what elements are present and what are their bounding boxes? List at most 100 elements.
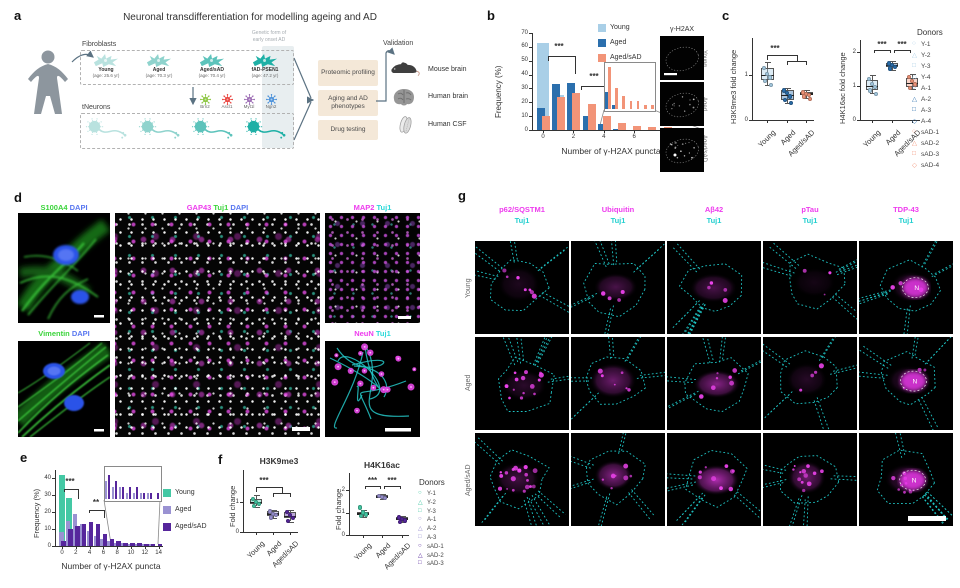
c-donors-title: Donors <box>917 28 943 37</box>
f-h3k9me3-point-Aged-3 <box>269 515 274 520</box>
f-h3k9me3-point-Aged/sAD-1 <box>288 513 293 518</box>
e-hist-inset-bar-1-10 <box>126 493 129 499</box>
c-h4k16ac-sig-label-1: *** <box>897 40 907 49</box>
b-hist-y-tick-label-20: 20 <box>521 98 528 105</box>
b-hist-x-axis <box>532 130 702 131</box>
e-hist-y-tick-label-40: 40 <box>44 474 51 481</box>
c-h3k9me3-sig-fork <box>787 61 806 62</box>
f-h3k9me3-sig-legL <box>256 487 257 492</box>
e-hist-sig-legR-0 <box>78 489 79 499</box>
b-hist-y-tick-label-10: 10 <box>521 112 528 119</box>
e-hist-sig-label-0: *** <box>65 477 75 486</box>
b-hist-inset-bar-2-5 <box>615 88 618 109</box>
c-h4k16ac-cap-bot-Aged <box>889 69 896 71</box>
f-h4k16ac-sig-lA-0 <box>365 486 366 489</box>
c-h3k9me3-x-tick-Young <box>767 120 768 123</box>
f-h3k9me3-point-Aged/sAD-2 <box>291 516 296 521</box>
e-hist-x-tick-14 <box>158 546 160 549</box>
f-h4k16ac-point-Young-3 <box>359 513 364 519</box>
f-h4k16ac-y-tick-label-0: 0 <box>341 531 345 538</box>
c-h3k9me3-point-Aged/sAD-4 <box>808 96 813 101</box>
c-h3k9me3-point-Aged-2 <box>788 94 793 99</box>
d-image-gap43-network <box>115 213 320 437</box>
c-donor-marker-A-4: ◇ <box>912 118 917 125</box>
f-donor-marker-Y-3: □ <box>418 507 422 514</box>
e-hist-x-tick-4 <box>89 546 91 549</box>
panel-label-e: e <box>20 450 28 465</box>
c-h4k16ac-y-tick-1 <box>857 86 860 87</box>
b-hist-inset-bar-1-4 <box>605 92 608 109</box>
g-col-header-tuj1-0: Tuj1 <box>514 216 530 225</box>
b-hist-y-tick-label-50: 50 <box>521 57 528 64</box>
c-h4k16ac-point-Aged/sAD-2 <box>913 82 918 87</box>
fibroblast-group-age-1: (age: 70.3 yr) <box>145 73 173 78</box>
panel-label-b: b <box>487 8 495 23</box>
tneuron-icon-2 <box>191 117 233 142</box>
c-h3k9me3-cap-top-Aged/sAD <box>803 90 810 92</box>
e-hist-sig-line-1 <box>89 510 104 511</box>
validation-item-mouse-brain: Mouse brain <box>428 66 467 73</box>
f-h3k9me3-x-tick-Aged <box>273 532 274 535</box>
g-row-label-aged: Aged <box>465 374 472 391</box>
g-col-header-tuj1-3: Tuj1 <box>802 216 818 225</box>
c-h3k9me3-x-tick-Aged <box>787 120 788 123</box>
e-hist-y-tick-0 <box>52 546 55 547</box>
f-h4k16ac-x-tick-Young <box>363 535 364 538</box>
e-hist-bar-Aged/sAD-2 <box>75 525 80 546</box>
e-hist-bar-Aged/sAD-8 <box>116 540 121 546</box>
c-donor-label-Y-2: Y-2 <box>921 52 931 59</box>
f-h4k16ac-y-tick-label-2: 2 <box>341 486 345 493</box>
d-image-vimentin <box>18 341 110 437</box>
c-donor-marker-Y-4: ◇ <box>912 74 917 81</box>
f-h3k9me3-sig-main <box>256 487 282 488</box>
factor-virus-icon-Myt1l <box>244 92 255 105</box>
output-box-proteomic: Proteomic profiling <box>318 60 378 86</box>
c-donor-marker-Y-1: ○ <box>912 40 916 47</box>
g-cell-Young-TDP-43: N <box>859 241 953 334</box>
f-h4k16ac-cap-top-Aged <box>379 494 386 495</box>
g-col-header-marker-2: Aβ42 <box>704 205 724 214</box>
g-cell-Aged-Aβ42 <box>667 337 761 430</box>
b-hist-bar-Aged/sAD-4 <box>602 116 611 130</box>
b-hist-sig-label-0: *** <box>554 42 564 51</box>
f-h4k16ac-y-tick-1 <box>346 512 349 514</box>
e-hist-x-tick-6 <box>103 546 105 549</box>
c-h3k9me3-point-Young-0 <box>762 65 767 71</box>
b-hist-bar-Aged-2 <box>567 82 576 130</box>
b-hist-inset-bar-2-9 <box>643 104 647 109</box>
b-hist-bar-Aged-3 <box>582 116 591 130</box>
e-hist-bar-Aged/sAD-6 <box>102 534 108 546</box>
c-h4k16ac-y-tick-label-1: 1 <box>852 82 856 89</box>
f-h3k9me3-point-Young-2 <box>257 501 262 506</box>
e-hist-bar-Aged/sAD-7 <box>109 539 114 546</box>
factor-virus-icon-Ngn2 <box>266 92 277 105</box>
c-h4k16ac-point-Aged-3 <box>888 66 893 71</box>
g-cell-Young-Ubiquitin <box>571 241 665 334</box>
fibroblast-group-age-0: (age: 25.6 yr) <box>92 73 120 78</box>
e-hist-y-tick-label-30: 30 <box>44 491 51 498</box>
c-h4k16ac-sig-lB-0 <box>890 50 891 53</box>
b-microscopy-image-Aged/sAD <box>660 128 704 172</box>
b-hist-x-tick-label-0: 0 <box>541 134 545 140</box>
b-hist-y-axis <box>532 33 533 130</box>
b-hist-y-tick-20 <box>529 102 532 104</box>
g-nucleus-label: N <box>914 285 919 292</box>
b-hist-legend-swatch-Aged <box>598 39 606 47</box>
e-hist-inset-bar-1-9 <box>119 487 122 499</box>
d-header-part: MAP2 <box>353 203 375 212</box>
b-hist-sig-label-1: *** <box>589 72 599 81</box>
b-hist-y-tick-50 <box>529 60 532 62</box>
e-hist-y-axis <box>55 470 56 546</box>
c-h4k16ac-sig-line-1 <box>894 50 910 51</box>
c-h4k16ac-sig-lA-0 <box>874 50 875 53</box>
f-h4k16ac-sig-line-1 <box>384 486 400 487</box>
c-h3k9me3-sig-f2 <box>806 61 807 65</box>
b-hist-bar-Aged/sAD-6 <box>633 125 642 130</box>
g-cell-Young-pTau <box>763 241 857 334</box>
factor-virus-icon-Ascl1 <box>222 92 233 105</box>
b-hist-legend-label-Young: Young <box>610 23 630 31</box>
factor-virus-icon-Brn2 <box>200 92 211 105</box>
g-cell-Aged/sAD-Ubiquitin <box>571 433 665 526</box>
f-h4k16ac-y-tick-0 <box>346 535 349 536</box>
c-donor-label-A-4: A-4 <box>921 118 932 125</box>
